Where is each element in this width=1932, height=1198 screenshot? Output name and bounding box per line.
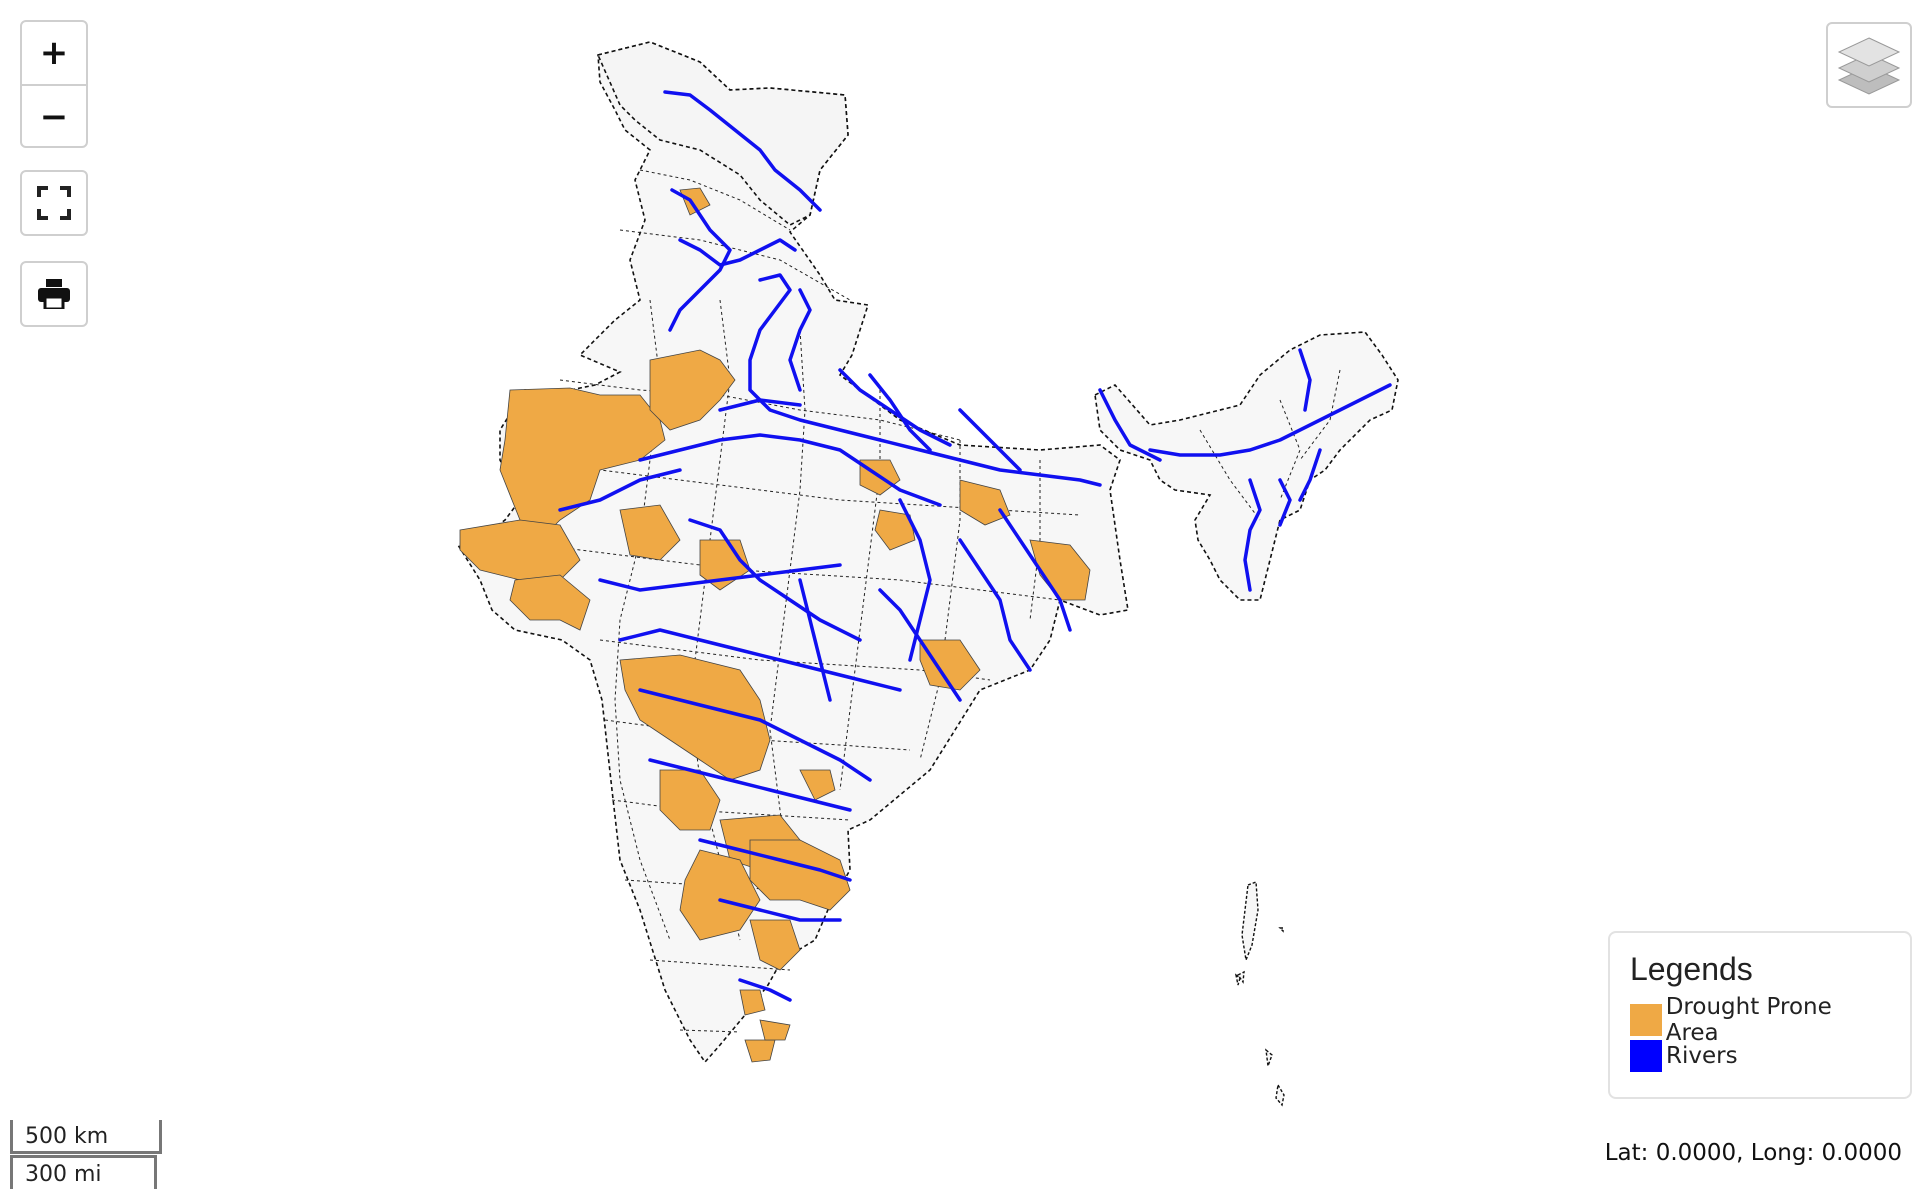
coordinate-readout: Lat: 0.0000, Long: 0.0000 bbox=[1604, 1140, 1902, 1166]
fullscreen-icon bbox=[37, 186, 71, 220]
legend-item-drought: Drought Prone Area bbox=[1630, 994, 1890, 1046]
scale-bar-km: 500 km bbox=[10, 1120, 162, 1154]
layers-icon bbox=[1837, 37, 1901, 95]
legend-title: Legends bbox=[1630, 951, 1753, 987]
scale-bar-mi: 300 mi bbox=[10, 1155, 157, 1189]
district-boundaries bbox=[499, 169, 1341, 1033]
zoom-in-button[interactable]: + bbox=[22, 22, 86, 86]
drought-swatch bbox=[1630, 1004, 1662, 1036]
legend-item-rivers: Rivers bbox=[1630, 1038, 1890, 1074]
andaman-nicobar-islands bbox=[1234, 881, 1285, 1107]
legend-item-label: Drought Prone Area bbox=[1665, 994, 1832, 1046]
rivers bbox=[558, 90, 1392, 1002]
scale-km-label: 500 km bbox=[25, 1124, 109, 1149]
scale-mi-label: 300 mi bbox=[25, 1162, 102, 1187]
drought-areas bbox=[459, 187, 1091, 1063]
northeast-region bbox=[1094, 331, 1399, 601]
zoom-out-button[interactable]: − bbox=[39, 97, 69, 137]
zoom-control: + − bbox=[20, 20, 88, 148]
layers-button[interactable] bbox=[1826, 22, 1912, 108]
print-button[interactable] bbox=[20, 261, 88, 327]
legend-item-label: Rivers bbox=[1666, 1043, 1738, 1069]
fullscreen-button[interactable] bbox=[20, 170, 88, 236]
printer-icon bbox=[38, 279, 70, 309]
rivers-swatch bbox=[1630, 1040, 1662, 1072]
map-legend: Legends Drought Prone Area Rivers bbox=[1608, 931, 1912, 1099]
